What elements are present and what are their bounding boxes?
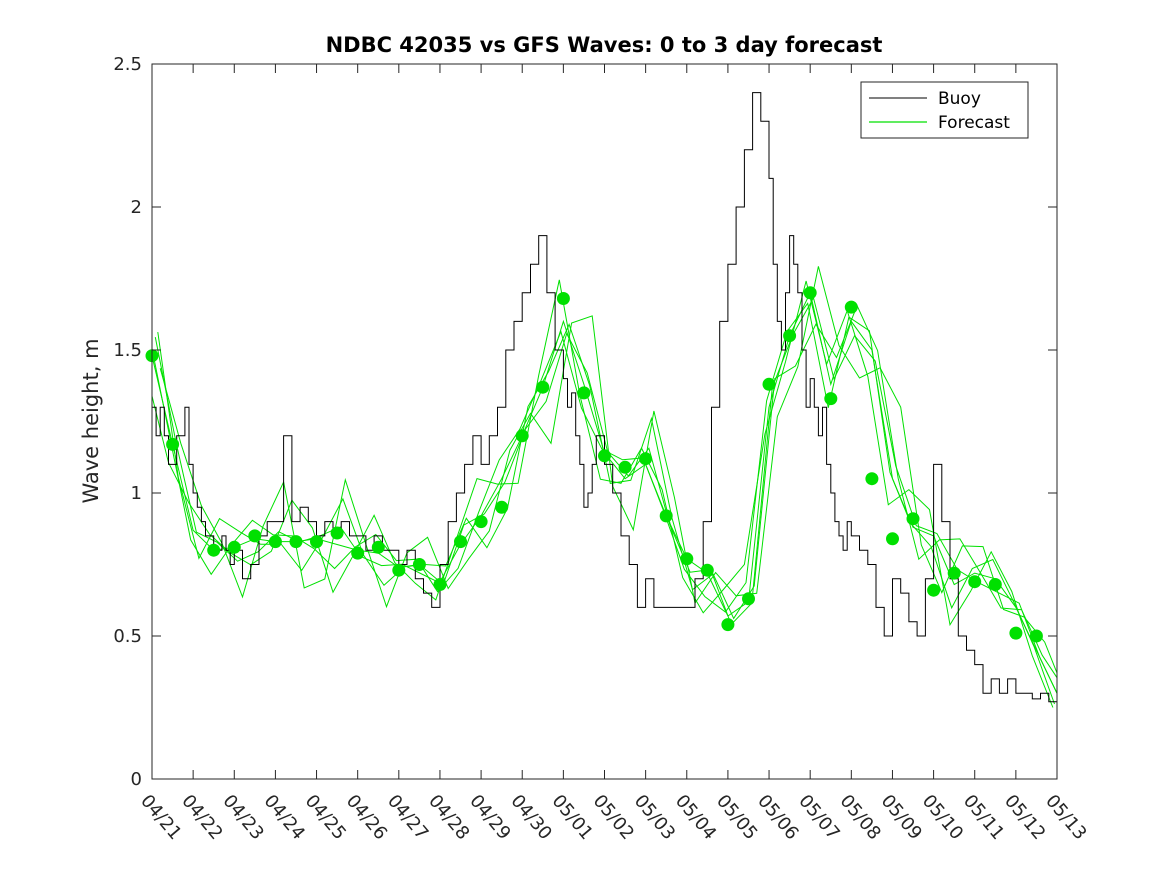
forecast-markers xyxy=(145,286,1043,643)
legend-buoy-label: Buoy xyxy=(938,89,981,109)
forecast-marker xyxy=(351,546,365,560)
buoy-series xyxy=(152,92,1057,703)
y-tick-label: 1 xyxy=(131,483,142,504)
forecast-marker xyxy=(680,552,694,566)
forecast-marker xyxy=(371,540,385,554)
legend: Buoy Forecast xyxy=(860,81,1029,139)
forecast-marker xyxy=(968,575,982,589)
chart-title: NDBC 42035 vs GFS Waves: 0 to 3 day fore… xyxy=(326,33,883,57)
y-tick-label: 2.5 xyxy=(113,54,142,75)
buoy-line xyxy=(152,92,1057,703)
forecast-marker xyxy=(988,578,1002,591)
forecast-marker xyxy=(906,512,920,526)
legend-forecast-label: Forecast xyxy=(938,113,1010,133)
forecast-marker xyxy=(454,535,467,549)
forecast-marker xyxy=(721,618,735,632)
forecast-marker xyxy=(618,460,632,474)
forecast-marker xyxy=(310,535,323,549)
forecast-marker xyxy=(639,452,653,466)
forecast-marker xyxy=(289,535,303,549)
forecast-marker xyxy=(1029,629,1043,643)
forecast-marker xyxy=(268,535,282,549)
forecast-marker xyxy=(886,532,899,546)
forecast-marker xyxy=(762,377,776,391)
forecast-marker xyxy=(248,529,262,543)
y-tick-label: 2 xyxy=(131,197,142,218)
forecast-marker xyxy=(207,543,221,557)
forecast-marker xyxy=(227,540,241,554)
forecast-line xyxy=(157,304,1058,678)
forecast-marker xyxy=(700,563,714,577)
forecast-marker xyxy=(556,292,570,305)
forecast-marker xyxy=(783,329,797,343)
forecast-marker xyxy=(474,515,488,529)
forecast-marker xyxy=(824,392,838,406)
forecast-marker xyxy=(598,449,611,463)
forecast-marker xyxy=(1009,626,1023,640)
forecast-marker xyxy=(742,592,755,606)
forecast-marker xyxy=(536,380,550,394)
forecast-marker xyxy=(577,386,591,400)
forecast-marker xyxy=(659,509,673,523)
forecast-marker xyxy=(495,500,509,514)
forecast-marker xyxy=(865,472,879,486)
y-tick-label: 1.5 xyxy=(113,340,142,361)
forecast-marker xyxy=(803,286,817,300)
y-axis: 0 0.5 1 1.5 2 2.5 xyxy=(113,54,1057,790)
legend-box xyxy=(860,81,1029,139)
forecast-marker xyxy=(515,429,529,443)
y-tick-label: 0.5 xyxy=(113,626,142,647)
forecast-marker xyxy=(927,583,941,597)
y-axis-label: Wave height, m xyxy=(79,338,103,503)
forecast-marker xyxy=(330,526,344,540)
forecast-line xyxy=(151,279,1054,708)
forecast-marker xyxy=(844,300,858,314)
forecast-marker xyxy=(392,563,406,577)
forecast-marker xyxy=(433,578,447,591)
forecast-marker xyxy=(166,437,180,451)
forecast-marker xyxy=(412,558,426,571)
y-tick-label: 0 xyxy=(131,769,142,790)
forecast-marker xyxy=(947,566,961,580)
